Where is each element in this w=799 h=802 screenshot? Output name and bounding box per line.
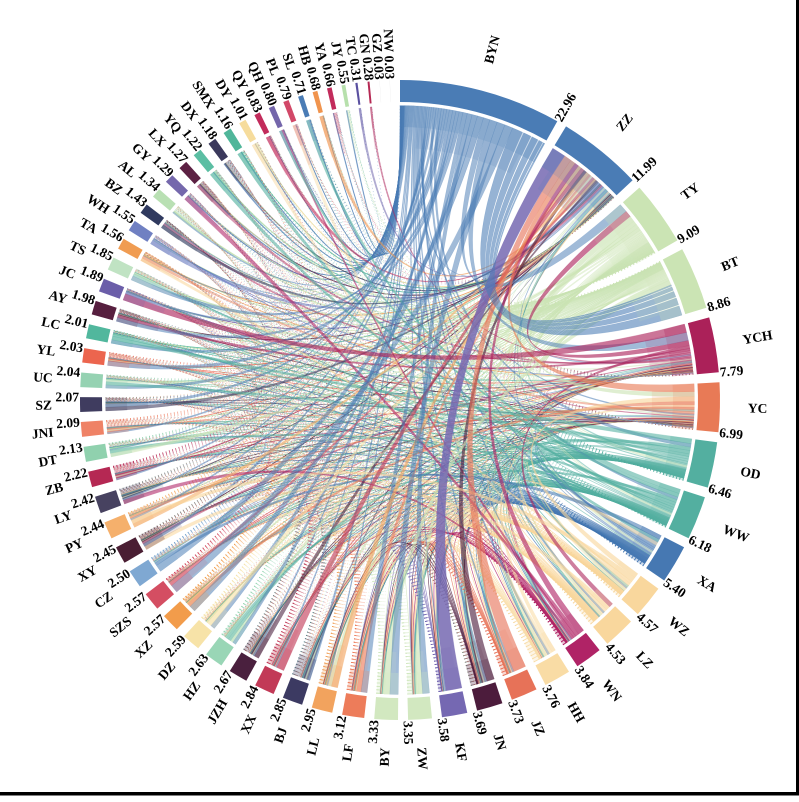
svg-text:GZ: GZ [369,33,385,53]
svg-text:3.35: 3.35 [401,721,417,745]
svg-text:3.69: 3.69 [470,710,490,737]
svg-text:2.04: 2.04 [56,363,81,380]
svg-text:UC: UC [33,369,53,385]
svg-text:YL: YL [36,341,57,358]
svg-text:HB: HB [295,44,315,67]
svg-text:2.07: 2.07 [55,389,79,404]
svg-text:TS: TS [67,238,88,259]
svg-text:2.42: 2.42 [69,490,96,512]
svg-text:BY: BY [377,747,393,767]
svg-text:BYN: BYN [481,34,503,66]
svg-text:PY: PY [63,535,86,556]
svg-text:0.03: 0.03 [371,56,387,81]
svg-text:0.71: 0.71 [288,69,310,96]
svg-text:6.46: 6.46 [707,481,734,502]
svg-text:YCH: YCH [741,327,774,347]
svg-text:JN: JN [491,732,510,752]
svg-text:JY: JY [328,40,346,59]
svg-text:8.86: 8.86 [705,293,732,314]
svg-text:3.12: 3.12 [330,714,349,740]
svg-text:6.99: 6.99 [719,425,744,442]
svg-text:SL: SL [280,51,299,71]
svg-text:DT: DT [37,452,58,470]
svg-text:JNI: JNI [31,425,54,442]
svg-text:YC: YC [748,401,768,416]
svg-text:LC: LC [40,314,62,333]
svg-text:2.09: 2.09 [56,415,81,432]
svg-text:JC: JC [57,262,78,282]
svg-text:YA: YA [312,41,331,62]
svg-text:0.68: 0.68 [304,65,325,92]
svg-text:BT: BT [719,253,741,274]
svg-text:2.13: 2.13 [58,440,84,458]
svg-text:SZ: SZ [35,398,52,413]
svg-text:3.58: 3.58 [435,717,453,743]
svg-text:0.55: 0.55 [334,59,353,85]
svg-text:3.33: 3.33 [365,719,382,744]
svg-text:TC: TC [343,36,360,57]
svg-text:GN: GN [356,33,373,55]
svg-text:ZW: ZW [414,747,430,771]
svg-text:2.95: 2.95 [298,706,319,733]
svg-text:BJ: BJ [271,725,290,745]
svg-text:7.79: 7.79 [719,363,744,380]
svg-text:OD: OD [739,463,762,482]
svg-text:NW: NW [381,29,397,53]
svg-text:2.01: 2.01 [63,311,90,331]
svg-text:KF: KF [452,742,470,763]
svg-text:0.66: 0.66 [319,62,339,89]
svg-text:2.22: 2.22 [62,465,89,485]
svg-text:2.03: 2.03 [59,337,85,356]
svg-text:LL: LL [303,736,322,757]
svg-text:LY: LY [52,507,74,527]
svg-text:PL: PL [263,56,283,77]
svg-text:0.28: 0.28 [360,56,377,81]
svg-text:0.31: 0.31 [347,57,365,83]
svg-text:AY: AY [47,287,69,307]
svg-text:LF: LF [339,743,356,762]
svg-text:0.03: 0.03 [382,55,398,79]
svg-text:ZB: ZB [44,479,65,498]
svg-text:JZ: JZ [528,718,548,738]
svg-text:1.98: 1.98 [70,286,97,308]
